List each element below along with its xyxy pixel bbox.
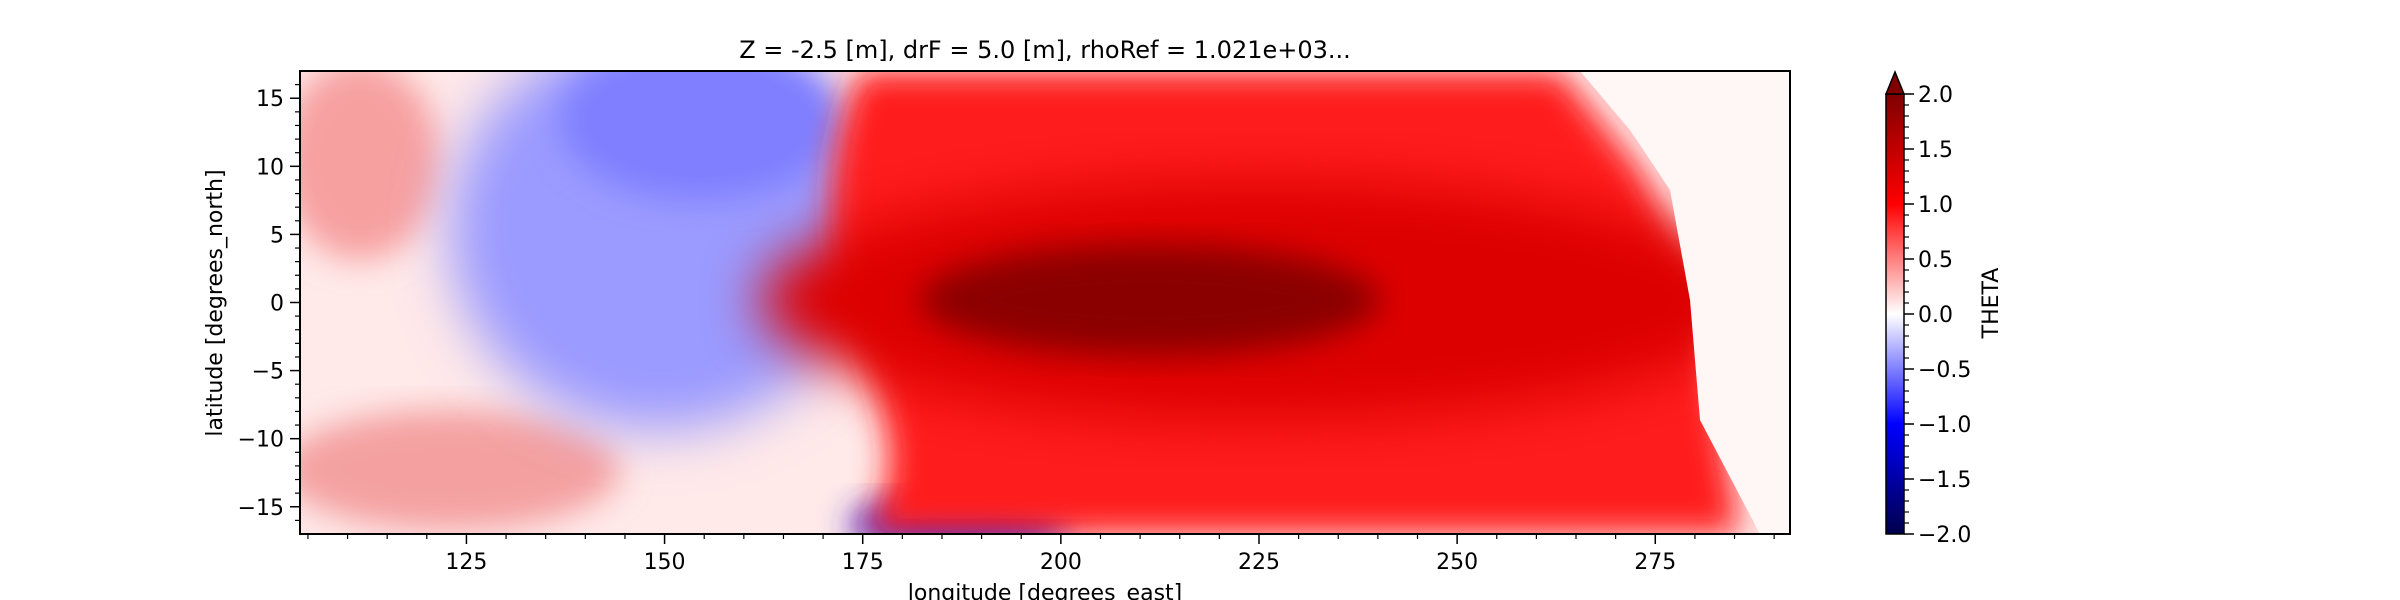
x-tick-label: 225: [1238, 550, 1280, 575]
colorbar-ticks: 2.0 1.5 1.0 0.5 0.0 −0.5 −1.0 −1.5 −2.0: [1904, 83, 1971, 548]
x-tick-label: 150: [644, 550, 686, 575]
colorbar-extend-arrow: [1884, 70, 1906, 95]
x-tick-label: 250: [1436, 550, 1478, 575]
heatmap-field: [300, 71, 1790, 534]
colorbar: 2.0 1.5 1.0 0.5 0.0 −0.5 −1.0 −1.5 −2.0 THETA: [1884, 70, 2004, 548]
x-ticks: 125 150 175 200 225 250 275: [307, 534, 1775, 575]
colorbar-tick-label: 2.0: [1918, 83, 1953, 108]
x-tick-label: 125: [445, 550, 487, 575]
y-tick-label: 15: [256, 87, 284, 112]
y-tick-label: −5: [252, 360, 284, 385]
warm-tongue-core: [920, 245, 1380, 355]
cool-band-north: [560, 71, 840, 200]
y-tick-label: 10: [256, 155, 284, 180]
colorbar-tick-label: −2.0: [1918, 523, 1971, 548]
colorbar-tick-label: −1.5: [1918, 468, 1971, 493]
southwest-warm-patch: [300, 410, 620, 530]
y-tick-label: −15: [238, 496, 284, 521]
western-warm-patch: [300, 71, 440, 260]
colorbar-scale: [1885, 93, 1905, 535]
y-tick-label: 5: [270, 223, 284, 248]
colorbar-tick-label: 0.0: [1918, 303, 1953, 328]
colorbar-tick-label: −1.0: [1918, 413, 1971, 438]
y-ticks: 15 10 5 0 −5 −10 −15: [238, 84, 300, 521]
y-axis-label: latitude [degrees_north]: [203, 169, 228, 436]
colorbar-tick-label: 1.5: [1918, 138, 1953, 163]
colorbar-tick-label: −0.5: [1918, 358, 1971, 383]
x-axis-label: longitude [degrees_east]: [908, 581, 1182, 600]
x-tick-label: 275: [1634, 550, 1676, 575]
chart-title: Z = -2.5 [m], drF = 5.0 [m], rhoRef = 1.…: [739, 36, 1351, 64]
x-tick-label: 200: [1040, 550, 1082, 575]
colorbar-tick-label: 1.0: [1918, 193, 1953, 218]
y-tick-label: 0: [270, 292, 284, 317]
colorbar-tick-label: 0.5: [1918, 248, 1953, 273]
east-land-mask: [1580, 71, 1790, 534]
colorbar-label: THETA: [1979, 268, 2004, 340]
y-tick-label: −10: [238, 428, 284, 453]
x-tick-label: 175: [842, 550, 884, 575]
